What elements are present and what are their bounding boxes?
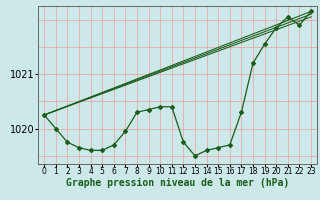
X-axis label: Graphe pression niveau de la mer (hPa): Graphe pression niveau de la mer (hPa) [66, 178, 289, 188]
